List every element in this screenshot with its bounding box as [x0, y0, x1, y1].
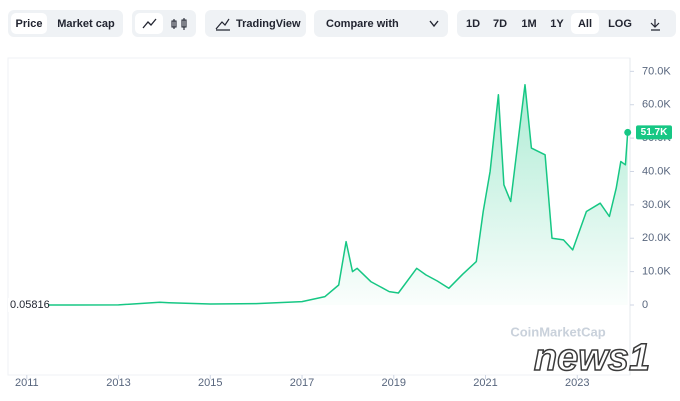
price-button[interactable] [11, 13, 47, 34]
range-button[interactable]: LOG [608, 18, 632, 30]
line-icon [142, 18, 157, 29]
download-icon[interactable] [650, 19, 660, 31]
price-label[interactable]: Price [16, 18, 43, 30]
x-tick-label: 2013 [106, 377, 130, 389]
range-selected [571, 13, 599, 34]
x-tick-label: 2019 [382, 377, 406, 389]
x-tick-label: 2021 [473, 377, 497, 389]
range-group [457, 10, 676, 37]
range-button[interactable]: 1Y [550, 18, 564, 30]
y-tick-label: 0 [642, 299, 648, 311]
market-cap-button[interactable]: Market cap [57, 18, 115, 30]
tradingview-label[interactable]: TradingView [236, 18, 301, 30]
agency-logo: news1 [534, 337, 650, 379]
y-tick-label: 70.0K [642, 65, 671, 77]
x-tick-label: 2015 [198, 377, 222, 389]
y-tick-label: 30.0K [642, 199, 671, 211]
range-button[interactable]: All [578, 18, 592, 30]
watermark: CoinMarketCap [510, 324, 605, 339]
y-tick-label: 40.0K [642, 165, 671, 177]
x-tick-label: 2011 [15, 377, 39, 389]
range-button[interactable]: 1M [521, 18, 536, 30]
start-price-label: 0.05816 [10, 299, 50, 311]
compare-label[interactable]: Compare with [326, 18, 399, 30]
y-tick-label: 20.0K [642, 232, 671, 244]
price-area [8, 84, 628, 305]
dropdown-arrow [429, 20, 439, 28]
start-label-box [8, 297, 48, 312]
x-tick-label: 2017 [290, 377, 314, 389]
y-tick-label: 10.0K [642, 266, 671, 278]
y-tick-label: 60.0K [642, 99, 671, 111]
price-line [8, 83, 629, 306]
range-button[interactable]: 1D [466, 18, 480, 30]
tradingview-button[interactable] [205, 10, 306, 37]
last-price-label: 51.7K [641, 127, 668, 138]
compare-dropdown[interactable] [314, 10, 448, 37]
range-button[interactable]: 7D [493, 18, 507, 30]
tradingview-icon [215, 18, 230, 31]
x-tick-label: 2023 [565, 377, 589, 389]
last-label-box [636, 125, 672, 140]
last-point [624, 128, 632, 136]
candle-icon[interactable] [171, 18, 187, 30]
